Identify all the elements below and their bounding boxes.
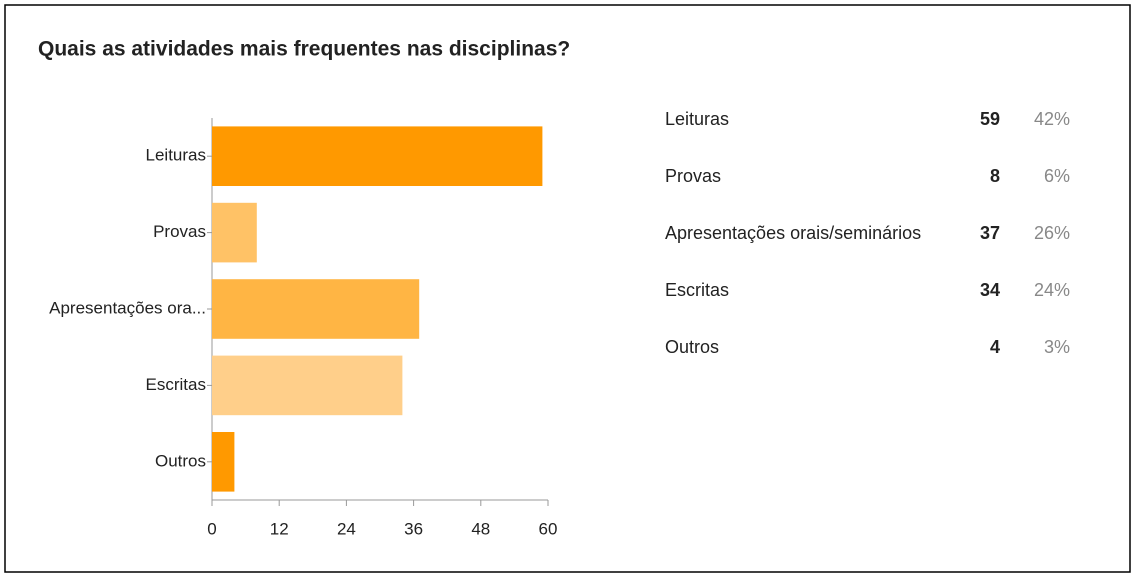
chart-title: Quais as atividades mais frequentes nas … bbox=[38, 38, 570, 61]
x-tick-label: 36 bbox=[404, 519, 423, 538]
table-label: Escritas bbox=[665, 280, 729, 300]
bar bbox=[212, 279, 420, 339]
bar bbox=[212, 202, 257, 263]
y-tick-label: Apresentações ora... bbox=[49, 298, 206, 317]
table-percent: 6% bbox=[1044, 166, 1070, 186]
y-tick-label: Outros bbox=[155, 451, 206, 470]
frame bbox=[4, 4, 1131, 573]
bar bbox=[212, 126, 543, 186]
y-tick-label: Provas bbox=[153, 222, 206, 241]
table-percent: 3% bbox=[1044, 337, 1070, 357]
bar bbox=[212, 432, 235, 492]
table-count: 37 bbox=[980, 223, 1000, 243]
table-count: 34 bbox=[980, 280, 1000, 300]
table-label: Provas bbox=[665, 166, 721, 186]
bar bbox=[212, 355, 403, 416]
y-tick-label: Escritas bbox=[146, 375, 206, 394]
table-count: 59 bbox=[980, 109, 1000, 129]
y-tick-label: Leituras bbox=[146, 146, 206, 165]
x-tick-label: 48 bbox=[471, 519, 490, 538]
table-label: Apresentações orais/seminários bbox=[665, 223, 921, 243]
table-count: 8 bbox=[990, 166, 1000, 186]
x-tick-label: 60 bbox=[539, 519, 558, 538]
x-tick-label: 12 bbox=[270, 519, 289, 538]
table-percent: 24% bbox=[1034, 280, 1070, 300]
table-percent: 42% bbox=[1034, 109, 1070, 129]
x-tick-label: 24 bbox=[337, 519, 356, 538]
table-count: 4 bbox=[990, 337, 1000, 357]
table-label: Leituras bbox=[665, 109, 729, 129]
table-label: Outros bbox=[665, 337, 719, 357]
table-percent: 26% bbox=[1034, 223, 1070, 243]
x-tick-label: 0 bbox=[207, 519, 216, 538]
